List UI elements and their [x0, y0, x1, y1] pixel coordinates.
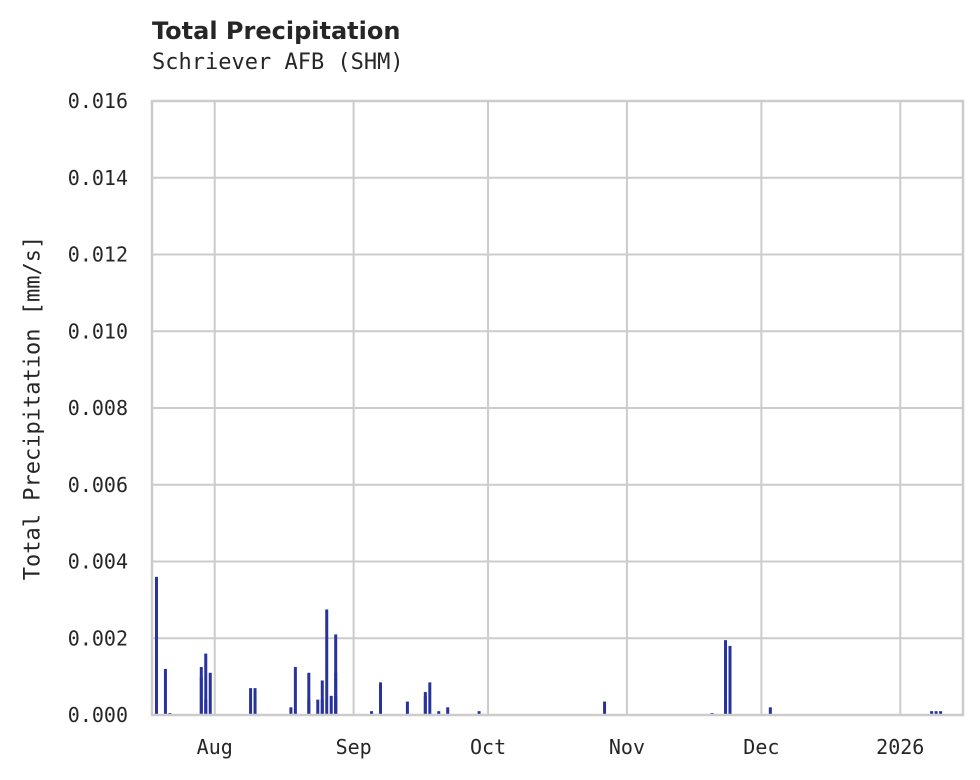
y-tick-label: 0.012 — [68, 243, 128, 267]
precipitation-bar — [325, 609, 329, 715]
precipitation-bar — [446, 707, 450, 715]
precipitation-bar — [724, 640, 728, 715]
precipitation-bars — [154, 576, 943, 715]
precipitation-bar — [293, 667, 297, 715]
precipitation-bar — [329, 695, 333, 715]
precipitation-bar — [768, 707, 772, 715]
y-tick-label: 0.016 — [68, 89, 128, 113]
precipitation-bar — [249, 688, 253, 715]
x-tick-label: Sep — [336, 735, 372, 759]
precipitation-bar — [477, 711, 481, 715]
y-tick-label: 0.004 — [68, 550, 128, 574]
precipitation-bar — [307, 672, 311, 715]
precipitation-bar — [204, 653, 208, 715]
precipitation-bar — [307, 699, 311, 715]
x-tick-label: Dec — [743, 735, 779, 759]
precipitation-bar — [320, 699, 324, 715]
x-tick-label: Oct — [470, 735, 506, 759]
precipitation-bar — [603, 701, 607, 715]
precipitation-bar — [289, 707, 293, 715]
plot-frame — [150, 99, 965, 717]
precipitation-bar — [253, 688, 257, 715]
precipitation-bar — [163, 668, 167, 715]
precipitation-bar — [437, 711, 441, 715]
precipitation-bar — [316, 699, 320, 715]
x-tick-label: Nov — [609, 735, 645, 759]
precipitation-bar — [204, 699, 208, 715]
precipitation-bar — [208, 672, 212, 715]
precipitation-bar — [199, 667, 203, 715]
x-tick-label: Aug — [197, 735, 233, 759]
gridlines — [152, 100, 963, 716]
y-tick-label: 0.010 — [68, 319, 128, 343]
chart-subtitle: Schriever AFB (SHM) — [152, 50, 404, 75]
y-tick-label: 0.006 — [68, 473, 128, 497]
x-tick-label: 2026 — [876, 735, 924, 759]
precipitation-bar — [428, 682, 432, 715]
x-axis-ticks: Aug Sep Oct Nov Dec 2026 — [197, 735, 925, 759]
y-axis-ticks: 0.000 0.002 0.004 0.006 0.008 0.010 0.012 0.014… — [68, 89, 128, 727]
precipitation-bar — [370, 711, 374, 715]
precipitation-bar — [154, 576, 158, 715]
precipitation-bar — [423, 695, 427, 715]
y-tick-label: 0.008 — [68, 396, 128, 420]
precipitation-bar — [379, 682, 383, 715]
precipitation-bar — [334, 634, 338, 715]
precipitation-bar — [320, 680, 324, 715]
precipitation-bar — [405, 701, 409, 715]
y-tick-label: 0.000 — [68, 703, 128, 727]
y-tick-label: 0.002 — [68, 626, 128, 650]
precipitation-bar — [939, 711, 943, 715]
precipitation-bar — [930, 711, 934, 715]
chart-title: Total Precipitation — [152, 17, 401, 45]
y-tick-label: 0.014 — [68, 166, 128, 190]
precipitation-bar — [728, 645, 732, 715]
precipitation-bar — [934, 711, 938, 715]
